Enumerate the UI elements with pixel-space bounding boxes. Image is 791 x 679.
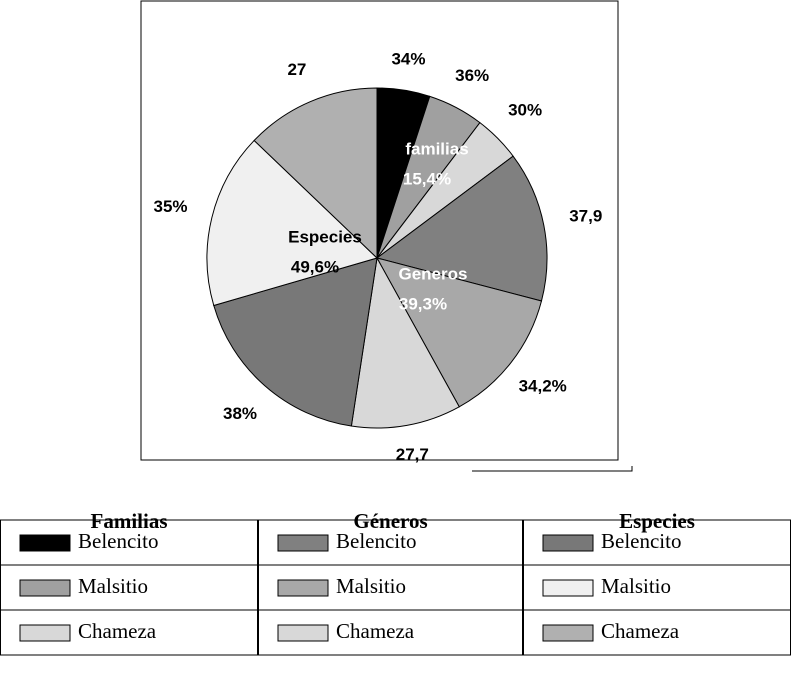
legend-swatch — [19, 624, 71, 642]
legend-label: Malsitio — [336, 574, 406, 598]
legend-swatch — [277, 579, 329, 597]
slice-label: 35% — [154, 197, 188, 216]
pie-slice — [206, 139, 378, 307]
group-value-label: 15,4% — [403, 169, 451, 188]
legend-swatch — [277, 534, 329, 552]
legend-label: Malsitio — [78, 574, 148, 598]
legend-label: Malsitio — [601, 574, 671, 598]
pie-slice — [375, 257, 543, 408]
legend-label: Belencito — [601, 529, 681, 553]
slice-label: 36% — [455, 66, 489, 85]
slice-label: 30% — [508, 101, 542, 120]
pie: familias 15,4% Generos 39,3% Especies 49,6% 34… — [154, 50, 603, 464]
legend-swatch — [542, 579, 594, 597]
legend-label: Belencito — [336, 529, 416, 553]
legend-label: Chameza — [78, 619, 157, 643]
column-header: Familias — [91, 509, 168, 533]
pie-slice — [213, 257, 378, 427]
slice-label: 34% — [391, 50, 425, 69]
pie-slice — [350, 256, 460, 429]
legend-table: FamiliasBelencitoMalsitioChamezaGénerosB… — [0, 509, 791, 656]
group-value-label: 49,6% — [291, 257, 339, 276]
scale-line — [472, 466, 633, 472]
legend-label: Chameza — [336, 619, 415, 643]
column-header: Géneros — [353, 509, 427, 533]
legend-swatch — [277, 624, 329, 642]
slice-label: 27 — [287, 60, 306, 79]
legend-swatch — [19, 579, 71, 597]
table-cell — [258, 609, 523, 656]
pie-slice — [253, 87, 378, 260]
slice-label: 34,2% — [519, 376, 567, 395]
table-cell — [0, 609, 258, 656]
legend-swatch — [542, 534, 594, 552]
legend-label: Chameza — [601, 619, 680, 643]
slice-label: 38% — [223, 404, 257, 423]
legend-label: Belencito — [78, 529, 158, 553]
group-label: Especies — [288, 227, 362, 246]
group-label: Generos — [399, 264, 468, 283]
slice-label: 27,7 — [396, 445, 429, 464]
group-label: familias — [405, 139, 468, 158]
slice-label: 37,9 — [569, 207, 602, 226]
group-value-label: 39,3% — [399, 294, 447, 313]
pie-slice — [375, 155, 548, 302]
column-header: Especies — [619, 509, 695, 533]
legend-swatch — [542, 624, 594, 642]
legend-swatch — [19, 534, 71, 552]
